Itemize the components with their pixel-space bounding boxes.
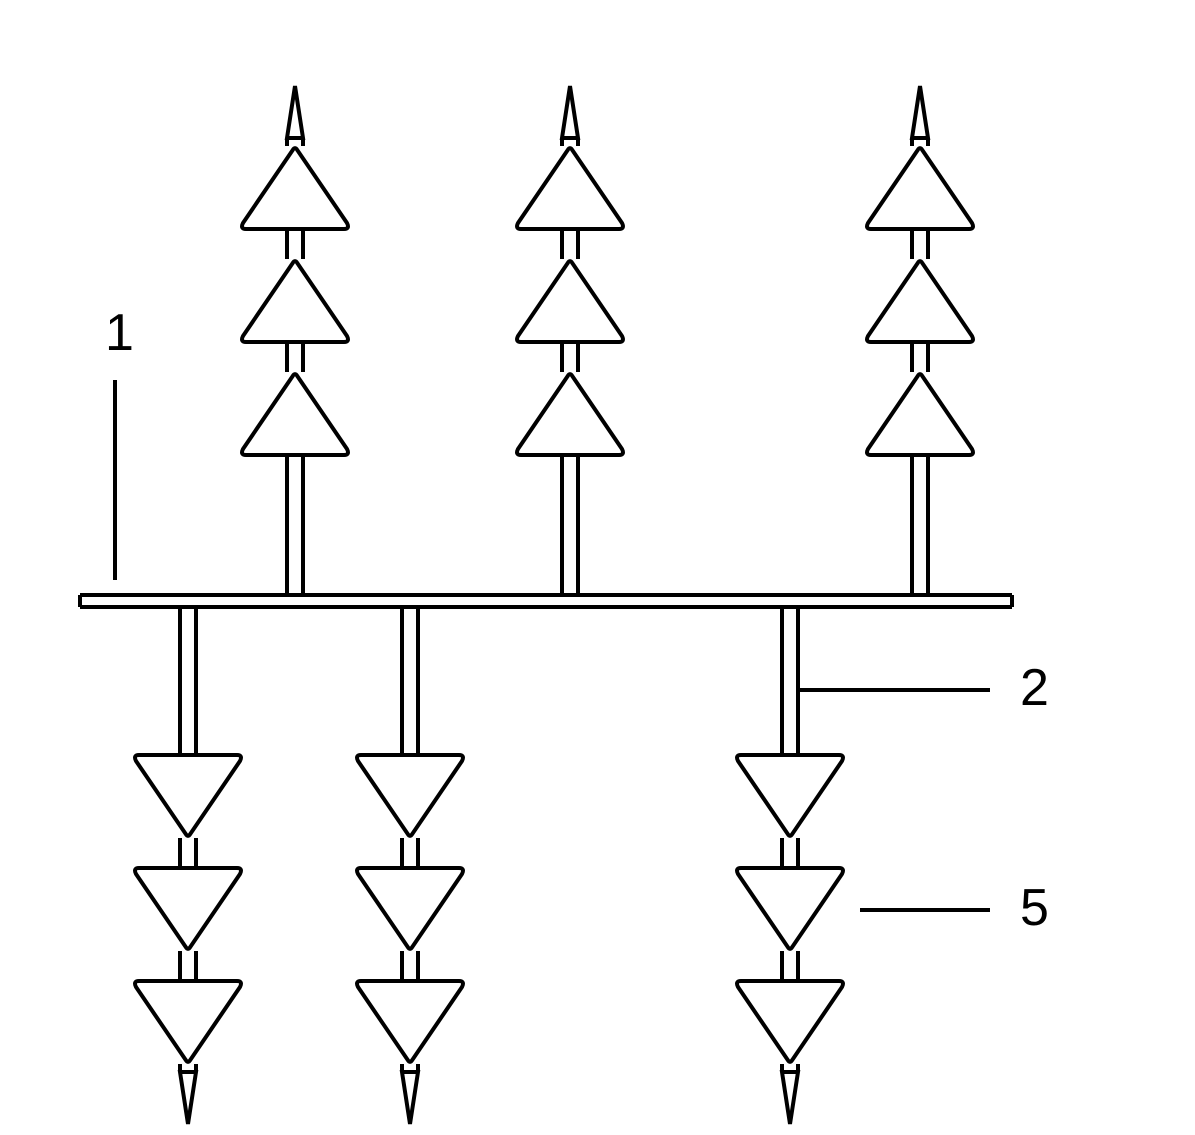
- lower-column-1: [357, 755, 463, 1124]
- upper-column-2: [867, 86, 973, 455]
- cone-icon: [242, 374, 348, 455]
- cone-icon: [737, 981, 843, 1062]
- cone-icon: [135, 868, 241, 949]
- cone-icon: [517, 261, 623, 342]
- lower-column-0: [135, 755, 241, 1124]
- cone-icon: [867, 148, 973, 229]
- tip-icon: [287, 86, 303, 138]
- cone-icon: [135, 755, 241, 836]
- cone-icon: [357, 755, 463, 836]
- cone-icon: [357, 981, 463, 1062]
- label-2: 2: [1020, 659, 1049, 717]
- cone-icon: [242, 148, 348, 229]
- cone-icon: [737, 755, 843, 836]
- tip-icon: [402, 1072, 418, 1124]
- cone-icon: [242, 261, 348, 342]
- upper-column-0: [242, 86, 348, 455]
- tip-icon: [562, 86, 578, 138]
- lower-column-2: [737, 755, 843, 1124]
- tip-icon: [782, 1072, 798, 1124]
- cone-icon: [867, 374, 973, 455]
- label-5: 5: [1020, 879, 1049, 937]
- cone-icon: [737, 868, 843, 949]
- cone-icon: [867, 261, 973, 342]
- upper-column-1: [517, 86, 623, 455]
- cone-icon: [135, 981, 241, 1062]
- cone-icon: [517, 148, 623, 229]
- label-1: 1: [105, 304, 134, 362]
- tip-icon: [912, 86, 928, 138]
- cone-icon: [517, 374, 623, 455]
- technical-diagram: 1 2 5: [0, 0, 1195, 1135]
- cone-icon: [357, 868, 463, 949]
- tip-icon: [180, 1072, 196, 1124]
